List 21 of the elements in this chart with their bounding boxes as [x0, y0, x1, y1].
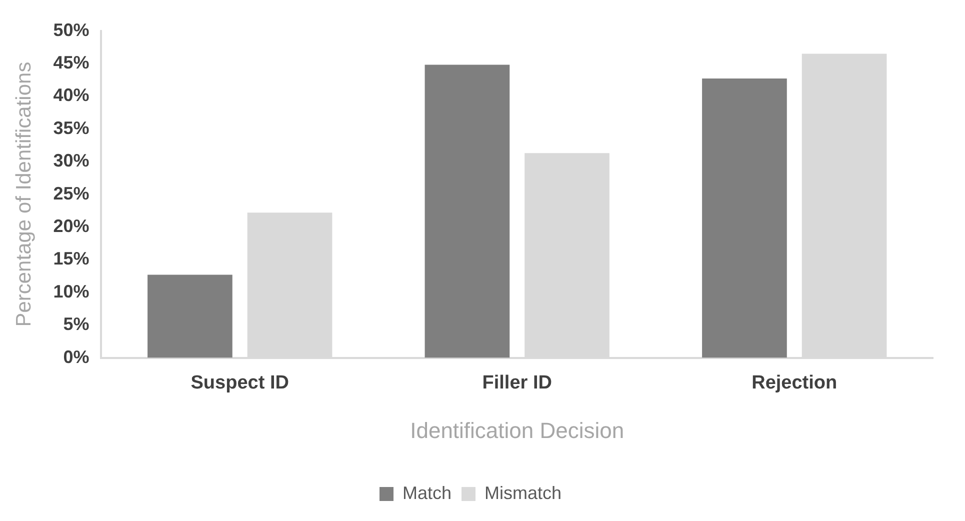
legend-label: Match [402, 482, 452, 503]
y-tick-label: 35% [53, 118, 90, 138]
y-tick-label: 5% [63, 314, 90, 334]
bar [148, 274, 232, 358]
y-tick-label: 25% [53, 183, 90, 204]
y-tick-label: 0% [63, 346, 90, 367]
y-tick-label: 15% [53, 248, 90, 269]
y-axis-title: Percentage of Identifications [12, 62, 36, 327]
legend-label: Mismatch [484, 482, 562, 503]
y-tick-label: 20% [53, 216, 90, 236]
x-tick-label: Filler ID [482, 372, 552, 394]
bar [702, 78, 787, 358]
y-tick-label: 45% [53, 52, 90, 72]
x-tick-label: Rejection [752, 372, 838, 394]
y-tick-label: 40% [53, 85, 90, 106]
x-axis-title: Identification Decision [410, 418, 624, 443]
y-tick-label: 10% [53, 281, 90, 302]
y-tick-label: 50% [53, 20, 90, 40]
bar [424, 64, 510, 358]
y-tick-label: 30% [53, 150, 90, 171]
x-tick-label: Suspect ID [190, 372, 289, 394]
